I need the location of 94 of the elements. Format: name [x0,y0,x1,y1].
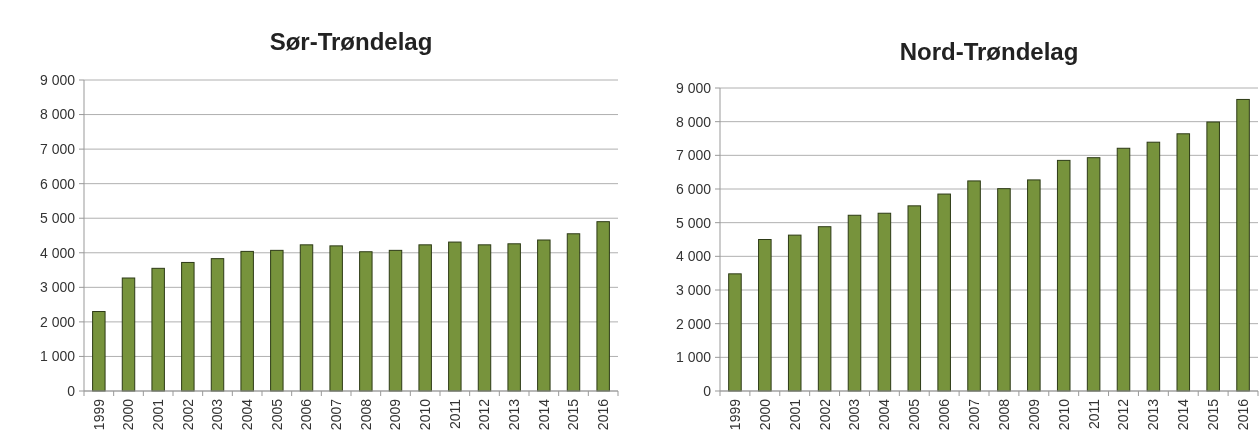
y-tick-label: 2 000 [39,313,76,330]
bar [728,273,742,392]
x-tick-label: 2001 [786,398,803,431]
x-tick-label: 2007 [965,398,982,431]
x-tick-label: 2006 [936,398,953,431]
bar [418,244,432,392]
y-tick-label: 5 000 [675,214,712,231]
x-tick-label: 2011 [446,398,463,430]
chart-title: Nord-Trøndelag [899,38,1079,65]
x-tick-label: 2015 [565,398,582,431]
bar [151,267,165,392]
y-tick-label: 0 [703,382,712,399]
x-tick-label: 2008 [357,398,374,431]
x-tick-label: 2016 [1234,398,1251,431]
x-tick-label: 2013 [1145,398,1162,431]
x-tick-label: 2002 [816,398,833,431]
bar [817,226,832,392]
x-tick-label: 2004 [876,398,893,431]
x-tick-label: 2010 [1055,398,1072,431]
y-tick-label: 9 000 [675,79,712,96]
x-tick-label: 2003 [846,398,863,431]
bar [937,193,951,392]
bar [270,249,284,392]
y-tick-label: 5 000 [39,210,76,227]
bar [329,245,343,392]
bar [1086,157,1101,392]
x-tick-label: 2014 [1175,398,1192,431]
bar [997,188,1011,392]
y-tick-label: 4 000 [675,248,712,265]
x-tick-label: 1999 [726,398,743,431]
x-tick-label: 2005 [268,398,285,431]
x-tick-label: 2009 [1025,398,1042,431]
x-tick-label: 2007 [328,398,345,431]
y-tick-label: 7 000 [39,141,76,158]
bar [92,311,106,392]
x-tick-label: 2016 [595,398,612,431]
y-tick-label: 6 000 [675,180,712,197]
chart-title: Sør-Trøndelag [269,28,433,55]
x-tick-label: 2000 [120,398,137,431]
x-tick-label: 2008 [995,398,1012,431]
x-tick-label: 2003 [209,398,226,431]
y-tick-label: 0 [67,382,76,399]
y-tick-label: 9 000 [39,71,76,88]
y-tick-label: 8 000 [675,113,712,130]
bar [359,251,373,392]
x-tick-label: 1999 [90,398,107,431]
x-tick-label: 2002 [179,398,196,431]
x-tick-label: 2000 [756,398,773,431]
x-tick-label: 2001 [150,398,167,431]
bar [299,244,314,392]
y-tick-label: 8 000 [39,106,76,123]
y-tick-label: 6 000 [39,175,76,192]
bar [1027,179,1041,392]
bar [1206,121,1220,392]
y-tick-label: 2 000 [675,315,712,332]
bar [477,244,492,392]
x-tick-label: 2014 [535,398,552,431]
bar [181,261,195,392]
bar [537,239,551,392]
bar [1176,133,1191,392]
bar [787,234,802,392]
bar [566,233,581,392]
bar [1146,141,1161,392]
y-tick-label: 4 000 [39,244,76,261]
x-tick-label: 2005 [906,398,923,431]
x-tick-label: 2012 [476,398,493,431]
x-tick-label: 2011 [1085,398,1102,430]
bar [847,214,862,392]
bar [240,250,254,392]
bar [1236,98,1250,392]
bar [877,212,892,392]
bar [1056,159,1071,392]
bar [1116,147,1131,392]
bar [121,277,136,392]
bar [388,249,403,392]
x-tick-label: 2009 [387,398,404,431]
bar [210,258,225,392]
bar [907,205,922,392]
x-tick-label: 2015 [1205,398,1222,431]
bar [967,180,981,392]
bar [507,243,521,392]
x-tick-label: 2010 [417,398,434,431]
x-tick-label: 2013 [506,398,523,431]
x-tick-label: 2012 [1115,398,1132,431]
y-tick-label: 1 000 [39,348,76,365]
bar [448,241,462,392]
y-tick-label: 3 000 [39,279,76,296]
y-tick-label: 3 000 [675,281,712,298]
y-tick-label: 1 000 [675,349,712,366]
x-tick-label: 2006 [298,398,315,431]
bar [758,239,772,392]
y-tick-label: 7 000 [675,147,712,164]
x-tick-label: 2004 [239,398,256,431]
bar [596,221,610,392]
